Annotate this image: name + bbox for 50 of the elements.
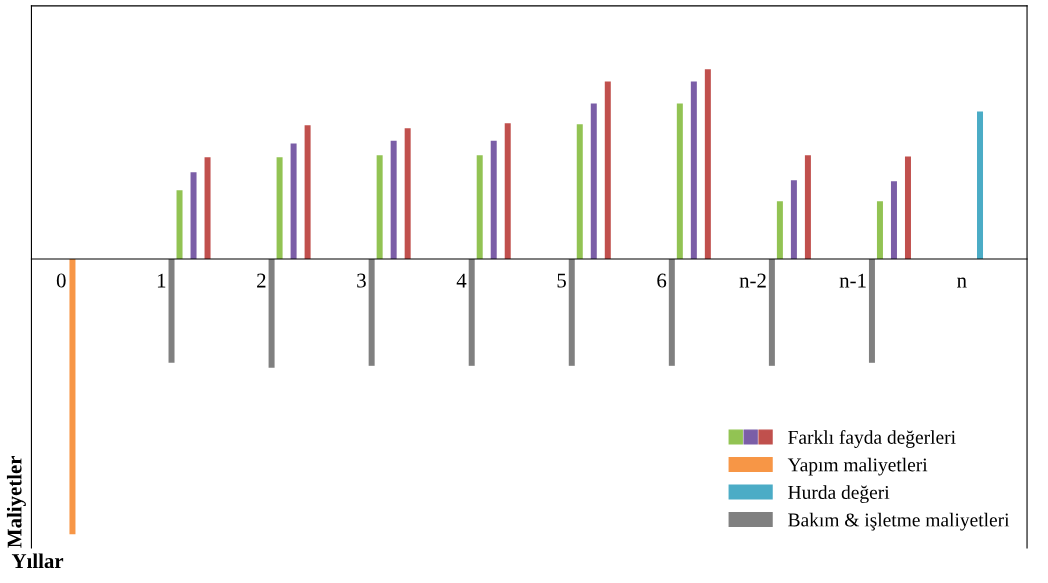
bar <box>168 259 175 363</box>
legend-label: Farklı fayda değerleri <box>788 430 956 448</box>
bar <box>276 157 283 260</box>
bar <box>490 140 497 260</box>
bar <box>390 140 397 260</box>
bar <box>590 103 597 260</box>
legend-label: Hurda değeri <box>788 485 890 503</box>
bar <box>804 155 811 260</box>
x-tick-label: 1 <box>157 273 166 288</box>
bar <box>704 69 711 260</box>
bar <box>604 81 611 260</box>
bar <box>576 124 583 260</box>
bar <box>568 259 575 366</box>
bar <box>304 125 311 260</box>
bar <box>268 259 275 368</box>
bar <box>368 259 375 366</box>
x-tick-label: 6 <box>657 273 667 288</box>
bar <box>768 259 775 366</box>
bar <box>676 103 683 260</box>
bar <box>204 157 211 260</box>
x-tick-label: 4 <box>456 273 467 288</box>
bar <box>868 259 875 363</box>
bar <box>890 181 897 260</box>
bar <box>404 128 411 260</box>
bar <box>476 155 483 260</box>
bar <box>504 123 511 260</box>
bar <box>977 111 984 260</box>
bar <box>69 259 76 535</box>
x-tick-label: n-2 <box>739 273 766 288</box>
bar <box>290 143 297 260</box>
legend-label: Bakım & işletme maliyetleri <box>788 512 1010 531</box>
bar <box>776 201 783 260</box>
legend-label: Yapım maliyetleri <box>787 457 928 476</box>
x-tick-label: 5 <box>557 273 566 288</box>
bar <box>468 259 475 366</box>
x-tick-label: 3 <box>357 273 366 288</box>
bar <box>690 81 697 260</box>
bar <box>190 172 197 260</box>
bar <box>176 190 183 260</box>
y-axis-title: Maliyetler <box>6 455 26 548</box>
bar <box>668 259 675 366</box>
x-tick-label: n <box>957 277 967 288</box>
bar <box>876 201 883 260</box>
x-tick-label: n-1 <box>839 273 866 288</box>
bar <box>904 156 911 260</box>
x-axis-title: Yıllar <box>11 553 64 569</box>
x-tick-label: 0 <box>56 273 66 288</box>
x-tick-label: 2 <box>257 273 266 288</box>
bar <box>790 180 797 260</box>
bar <box>376 155 383 260</box>
